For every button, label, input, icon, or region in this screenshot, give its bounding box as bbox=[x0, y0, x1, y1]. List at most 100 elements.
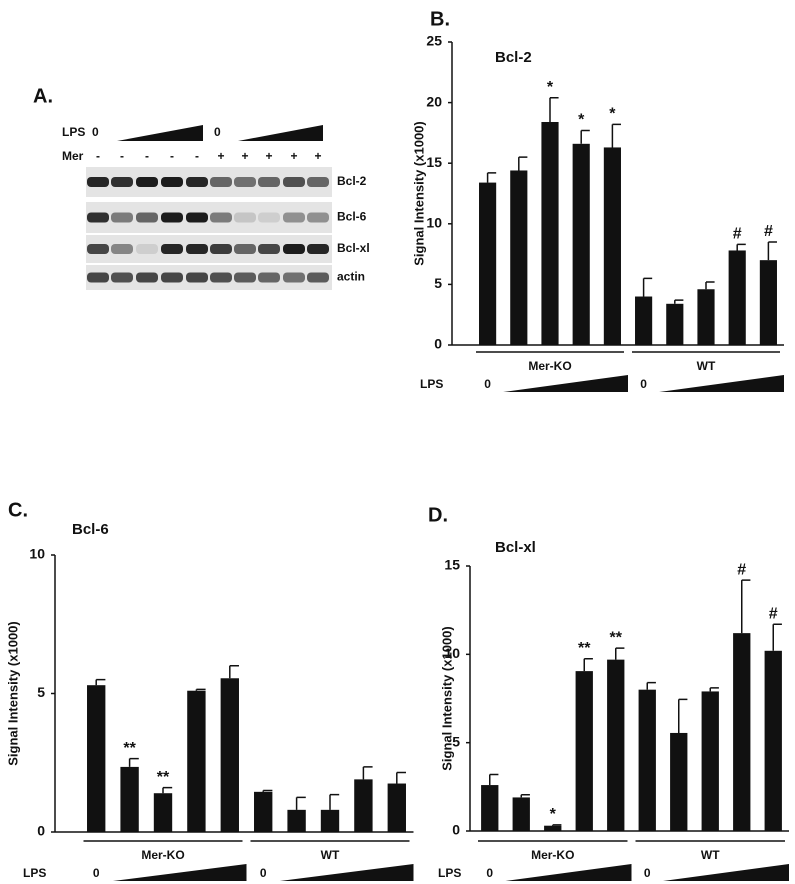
mer-sign: - bbox=[120, 149, 124, 163]
bar bbox=[728, 250, 746, 345]
error-bar bbox=[646, 681, 656, 690]
band bbox=[210, 212, 232, 223]
bar bbox=[575, 671, 593, 831]
y-tick-label: 15 bbox=[444, 557, 460, 573]
error-bar bbox=[396, 771, 406, 784]
mer-sign: + bbox=[241, 149, 248, 163]
error-bar bbox=[674, 299, 684, 304]
bar bbox=[697, 289, 715, 345]
bar bbox=[254, 791, 273, 832]
significance-marker: * bbox=[578, 112, 585, 129]
group-label: Mer-KO bbox=[528, 359, 571, 373]
significance-marker: * bbox=[550, 806, 557, 823]
error-bar bbox=[518, 156, 528, 171]
error-bar bbox=[678, 698, 688, 733]
bar bbox=[670, 732, 688, 831]
group-label: WT bbox=[701, 848, 720, 862]
lps-label: LPS bbox=[62, 125, 85, 139]
y-tick-label: 25 bbox=[426, 33, 442, 49]
chart-title: Bcl-2 bbox=[495, 49, 532, 66]
band bbox=[87, 212, 109, 223]
x-tick-label: 0 bbox=[484, 377, 491, 391]
bar bbox=[120, 766, 139, 832]
x-axis-label: LPS bbox=[438, 866, 461, 880]
band bbox=[234, 244, 256, 254]
band bbox=[283, 177, 305, 187]
y-axis-label: Signal Intensity (x1000) bbox=[411, 121, 426, 266]
bar bbox=[607, 659, 625, 831]
lps-zero: 0 bbox=[214, 125, 221, 139]
error-bar bbox=[736, 243, 746, 251]
y-tick-label: 15 bbox=[426, 154, 442, 170]
mer-sign: + bbox=[217, 149, 224, 163]
error-bar bbox=[767, 241, 777, 261]
band bbox=[234, 177, 256, 187]
bar bbox=[572, 143, 590, 345]
significance-marker: # bbox=[733, 226, 742, 243]
panel-label: C. bbox=[8, 499, 28, 521]
band bbox=[136, 177, 158, 187]
band bbox=[283, 244, 305, 254]
x-tick-label: 0 bbox=[486, 866, 493, 880]
lps-ramp bbox=[112, 864, 247, 881]
bar bbox=[320, 809, 340, 832]
y-tick-label: 20 bbox=[426, 93, 442, 109]
bar bbox=[287, 809, 306, 832]
significance-marker: * bbox=[547, 79, 554, 96]
band bbox=[307, 177, 329, 187]
y-tick-label: 5 bbox=[434, 275, 442, 291]
x-tick-label: 0 bbox=[644, 866, 651, 880]
band bbox=[87, 244, 109, 254]
band bbox=[258, 272, 280, 283]
error-bar bbox=[642, 277, 653, 297]
error-bar bbox=[741, 579, 751, 634]
y-tick-label: 5 bbox=[37, 684, 45, 700]
error-bar bbox=[295, 796, 306, 810]
bar bbox=[666, 303, 684, 345]
bar bbox=[153, 793, 173, 832]
bar bbox=[510, 170, 528, 345]
lps-ramp bbox=[659, 375, 784, 392]
bar bbox=[544, 825, 562, 831]
y-axis-label: Signal Intensity (x1000) bbox=[5, 621, 20, 766]
band bbox=[136, 244, 158, 254]
band bbox=[186, 272, 208, 283]
group-label: Mer-KO bbox=[141, 848, 184, 862]
mer-label: Mer bbox=[62, 149, 84, 163]
y-tick-label: 10 bbox=[29, 546, 45, 562]
group-label: WT bbox=[697, 359, 716, 373]
band bbox=[161, 177, 183, 187]
band bbox=[307, 244, 329, 254]
band bbox=[87, 272, 109, 283]
significance-marker: * bbox=[609, 106, 616, 123]
bar bbox=[512, 797, 530, 831]
x-axis-label: LPS bbox=[23, 866, 46, 880]
bar bbox=[701, 691, 719, 831]
x-tick-label: 0 bbox=[260, 866, 267, 880]
band bbox=[136, 212, 158, 223]
band bbox=[258, 212, 280, 223]
error-bar bbox=[705, 281, 715, 290]
lps-ramp bbox=[663, 864, 789, 881]
lps-ramp bbox=[117, 125, 203, 141]
error-bar bbox=[549, 97, 559, 122]
significance-marker: ** bbox=[578, 640, 591, 657]
band bbox=[111, 244, 133, 254]
significance-marker: # bbox=[737, 561, 746, 578]
y-tick-label: 0 bbox=[434, 336, 442, 352]
error-bar bbox=[486, 172, 497, 183]
significance-marker: # bbox=[769, 606, 778, 623]
group-label: WT bbox=[321, 848, 340, 862]
bar bbox=[220, 678, 239, 832]
band bbox=[186, 212, 208, 223]
y-tick-label: 0 bbox=[37, 823, 45, 839]
band bbox=[283, 212, 305, 223]
bar bbox=[733, 633, 751, 831]
error-bar bbox=[362, 766, 373, 780]
significance-marker: ** bbox=[123, 740, 136, 757]
bar bbox=[387, 783, 406, 832]
y-tick-label: 5 bbox=[452, 733, 460, 749]
band bbox=[210, 244, 232, 254]
bar bbox=[187, 690, 206, 832]
band bbox=[234, 212, 256, 223]
